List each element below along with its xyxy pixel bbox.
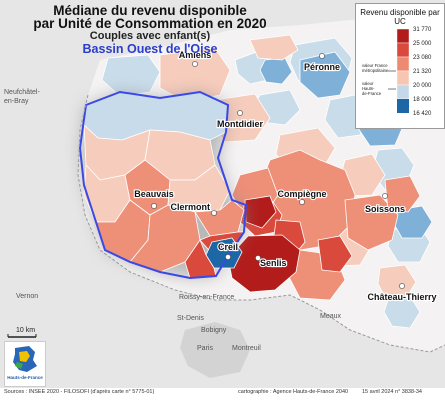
legend-scale: 31 770 25 000 23 080 21 320 20 000 18 000 16 4… <box>362 27 432 117</box>
legend-label: 23 080 <box>413 55 432 61</box>
city-marker <box>237 110 243 116</box>
scale-bar: 10 km <box>7 327 37 338</box>
logo-mark-icon <box>13 346 37 372</box>
legend-label: 31 770 <box>413 27 432 33</box>
city-label: Beauvais <box>134 189 174 199</box>
legend-note-france: valeur France métropolitaine <box>362 63 389 73</box>
city-marker <box>151 203 157 209</box>
title-block: Médiane du revenu disponible par Unité d… <box>0 4 300 56</box>
city-label: Péronne <box>304 62 340 72</box>
legend: Revenu disponible par UC 31 770 25 000 23 … <box>355 3 445 129</box>
study-area-cells <box>83 91 245 279</box>
legend-swatch <box>396 56 410 72</box>
outside-place-label: Vernon <box>16 293 38 300</box>
footer-date: 15 avril 2024 n° 3838-34 <box>362 389 422 395</box>
city-label: Compiègne <box>277 189 326 199</box>
city-marker <box>299 199 305 205</box>
scale-label: 10 km <box>16 327 35 334</box>
title-line-1: Médiane du revenu disponible <box>53 3 247 18</box>
legend-label: 25 000 <box>413 41 432 47</box>
outside-place-label: St-Denis <box>177 315 204 322</box>
outside-place-label: Roissy-en-France <box>179 294 234 301</box>
footer-cartography: cartographie : Agence Hauts-de-France 20… <box>238 389 349 395</box>
legend-label: 18 000 <box>413 97 432 103</box>
city-label: Soissons <box>365 204 405 214</box>
legend-title: Revenu disponible par UC <box>360 8 440 26</box>
logo-text: Hauts-de-France <box>7 375 43 380</box>
outside-place-label: Montreuil <box>232 345 261 352</box>
footer: Sources : INSEE 2020 - FILOSOFI (d'après… <box>0 388 445 400</box>
logo: Hauts-de-France <box>4 341 46 387</box>
city-marker <box>399 283 405 289</box>
legend-swatch <box>396 84 410 100</box>
legend-note-hdf: valeur Hauts-de-France <box>362 81 382 96</box>
legend-label: 16 420 <box>413 111 432 117</box>
city-marker <box>319 53 325 59</box>
city-label: Senlis <box>260 258 287 268</box>
outside-place-label: Meaux <box>320 313 342 320</box>
legend-swatch <box>397 99 409 113</box>
outside-place-label: Neufchâtel-en-Bray <box>4 89 40 105</box>
city-label: Creil <box>218 242 238 252</box>
legend-swatch <box>396 70 410 86</box>
title-line-2: par Unité de Consommation en 2020 <box>33 16 267 31</box>
zones-dark-red <box>227 195 301 293</box>
city-label: Montdidier <box>217 119 263 129</box>
subtitle: Couples avec enfant(s) <box>89 30 211 42</box>
city-marker <box>255 255 261 261</box>
city-label: Clermont <box>170 202 210 212</box>
outside-place-label: Bobigny <box>201 327 227 334</box>
city-marker <box>382 193 388 199</box>
paris-urban <box>180 322 250 378</box>
city-label: Château-Thierry <box>367 292 436 302</box>
legend-swatch <box>396 28 410 44</box>
city-marker <box>225 254 231 260</box>
area-title: Bassin Ouest de l'Oise <box>82 42 218 56</box>
study-area-outline <box>78 90 248 280</box>
city-label: Amiens <box>179 50 212 60</box>
region-boundary <box>77 94 445 353</box>
legend-label: 21 320 <box>413 69 432 75</box>
legend-label: 20 000 <box>413 83 432 89</box>
outside-place-label: Paris <box>197 345 213 352</box>
footer-sources: Sources : INSEE 2020 - FILOSOFI (d'après… <box>4 389 155 395</box>
outside-places-layer: Neufchâtel-en-Bray Vernon Roissy-en-France… <box>4 89 342 352</box>
legend-swatch <box>396 42 410 58</box>
cities-layer: Amiens Péronne Montdidier Beauvais Clermont C… <box>133 49 437 303</box>
city-marker <box>192 61 198 67</box>
city-marker <box>211 210 217 216</box>
